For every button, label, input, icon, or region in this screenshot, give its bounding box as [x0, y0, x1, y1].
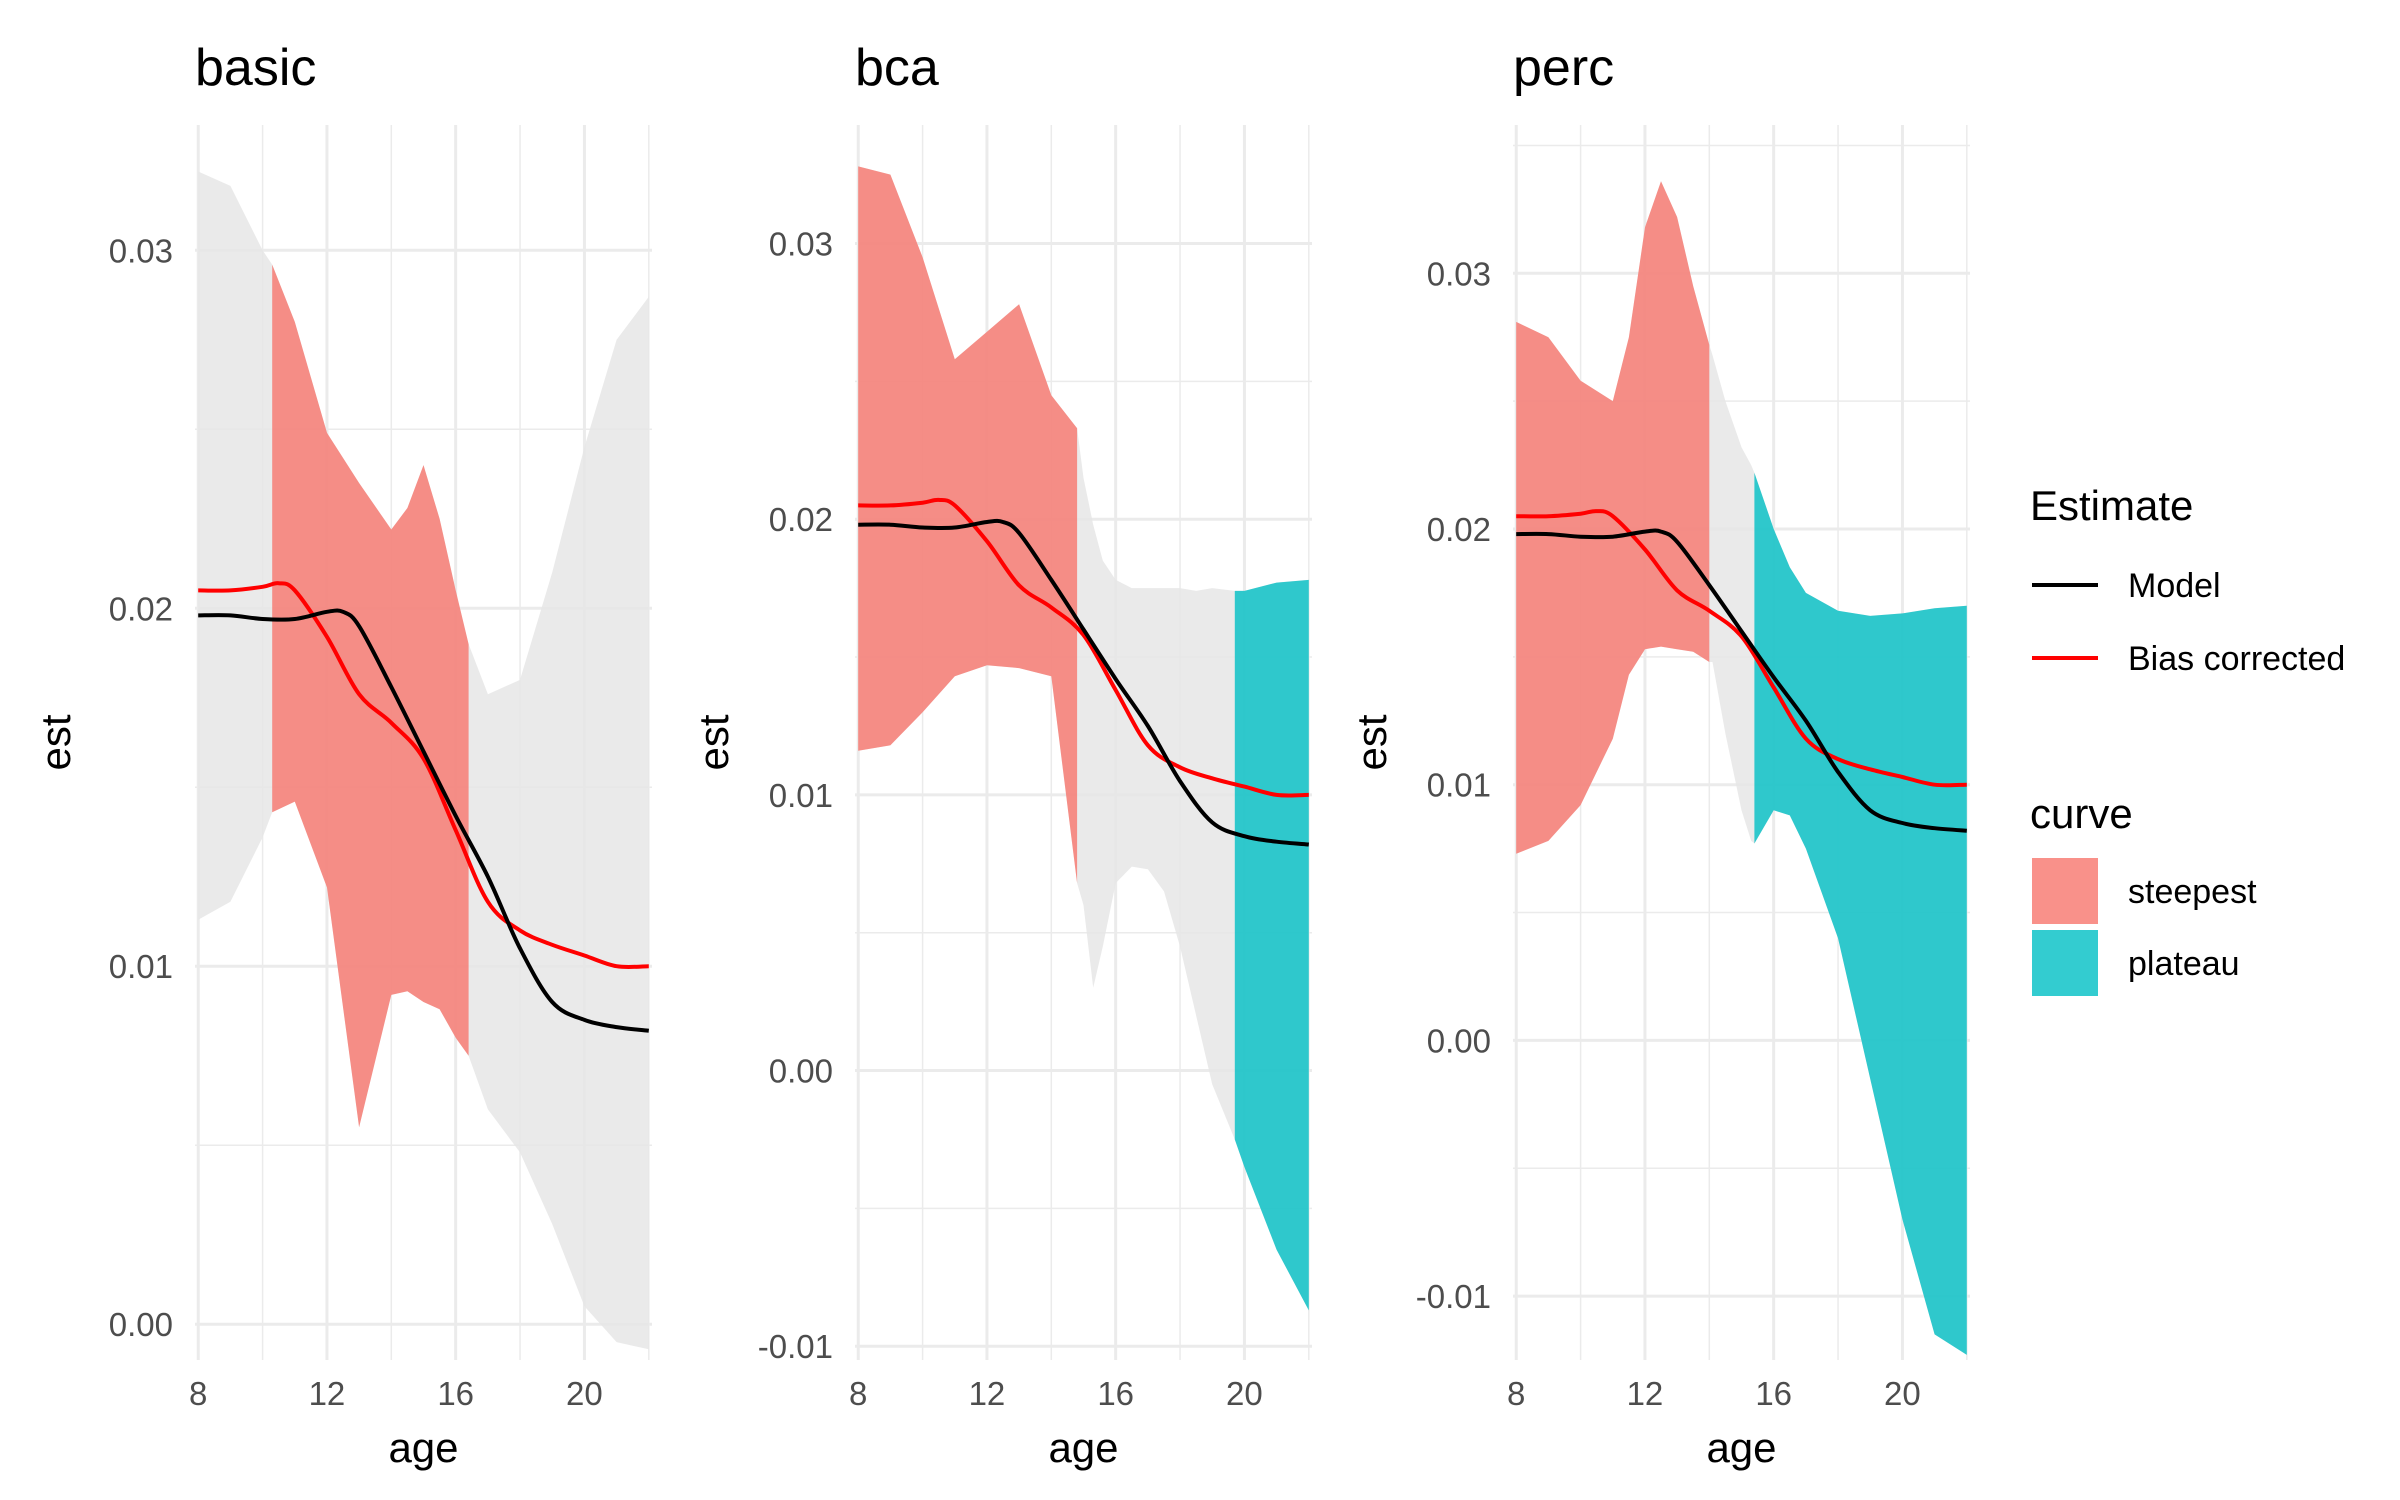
y-tick-label: 0.02 — [1427, 511, 1491, 548]
ribbon-segment-plateau — [1234, 579, 1309, 1311]
y-tick-label: -0.01 — [758, 1328, 833, 1365]
x-axis-title: age — [388, 1424, 458, 1471]
line-model — [198, 608, 650, 1033]
y-tick-label: 0.03 — [769, 226, 833, 263]
y-tick-label: 0.02 — [769, 501, 833, 538]
x-tick-label: 12 — [969, 1375, 1006, 1412]
legend-title-curve: curve — [2030, 790, 2133, 837]
x-tick-label: 12 — [309, 1375, 346, 1412]
panel-basic: 8 12 16 20 0.00 0.01 0.02 0.03 basic age est — [32, 39, 652, 1471]
y-axis-title: est — [690, 714, 737, 770]
x-tick-label: 16 — [437, 1375, 474, 1412]
line-bias-corrected — [1516, 509, 1967, 788]
panel-title: bca — [855, 39, 939, 97]
y-tick-label: 0.03 — [1427, 255, 1491, 292]
legend-title-estimate: Estimate — [2030, 482, 2193, 529]
x-tick-label: 20 — [566, 1375, 603, 1412]
x-tick-label: 20 — [1226, 1375, 1263, 1412]
y-tick-label: 0.02 — [109, 590, 173, 627]
y-tick-label: 0.01 — [769, 777, 833, 814]
y-tick-label: 0.00 — [109, 1306, 173, 1343]
y-axis-title: est — [1348, 714, 1395, 770]
line-model — [858, 518, 1309, 847]
line-bias-corrected — [858, 497, 1309, 798]
panel-title: basic — [195, 39, 316, 97]
chart-panels: 8 12 16 20 0.00 0.01 0.02 0.03 basic age est 8 12 16 2… — [32, 39, 1970, 1471]
x-axis-title: age — [1048, 1424, 1118, 1471]
legend-label-model: Model — [2128, 567, 2221, 605]
legend-label-steepest: steepest — [2128, 873, 2257, 911]
y-axis-title: est — [32, 714, 79, 770]
y-tick-label: 0.01 — [1427, 767, 1491, 804]
y-tick-label: 0.00 — [769, 1053, 833, 1090]
x-tick-label: 12 — [1627, 1375, 1664, 1412]
legend-key-steepest — [2032, 858, 2098, 924]
x-tick-label: 8 — [189, 1375, 207, 1412]
x-tick-label: 8 — [849, 1375, 867, 1412]
ribbon-segment-plateau — [1754, 472, 1967, 1355]
x-tick-label: 8 — [1507, 1375, 1525, 1412]
x-axis-title: age — [1706, 1424, 1776, 1471]
y-tick-label: 0.03 — [109, 232, 173, 269]
x-tick-label: 20 — [1884, 1375, 1921, 1412]
x-tick-label: 16 — [1097, 1375, 1134, 1412]
x-tick-label: 16 — [1755, 1375, 1792, 1412]
legend-key-plateau — [2032, 930, 2098, 996]
y-tick-label: -0.01 — [1416, 1278, 1491, 1315]
legend: Estimate Model Bias corrected curve stee… — [2030, 482, 2345, 996]
line-model — [1516, 528, 1967, 833]
legend-label-plateau: plateau — [2128, 945, 2240, 983]
line-bias-corrected — [198, 581, 649, 969]
legend-label-bias-corrected: Bias corrected — [2128, 640, 2345, 678]
y-tick-label: 0.01 — [109, 948, 173, 985]
y-tick-label: 0.00 — [1427, 1022, 1491, 1059]
panel-title: perc — [1513, 39, 1614, 97]
panel-bca: 8 12 16 20 -0.01 0.00 0.01 0.02 0.03 bca age est — [690, 39, 1312, 1471]
ribbon-segment-steepest — [272, 264, 469, 1128]
panel-perc: 8 12 16 20 -0.01 0.00 0.01 0.02 0.03 perc age est — [1348, 39, 1970, 1471]
